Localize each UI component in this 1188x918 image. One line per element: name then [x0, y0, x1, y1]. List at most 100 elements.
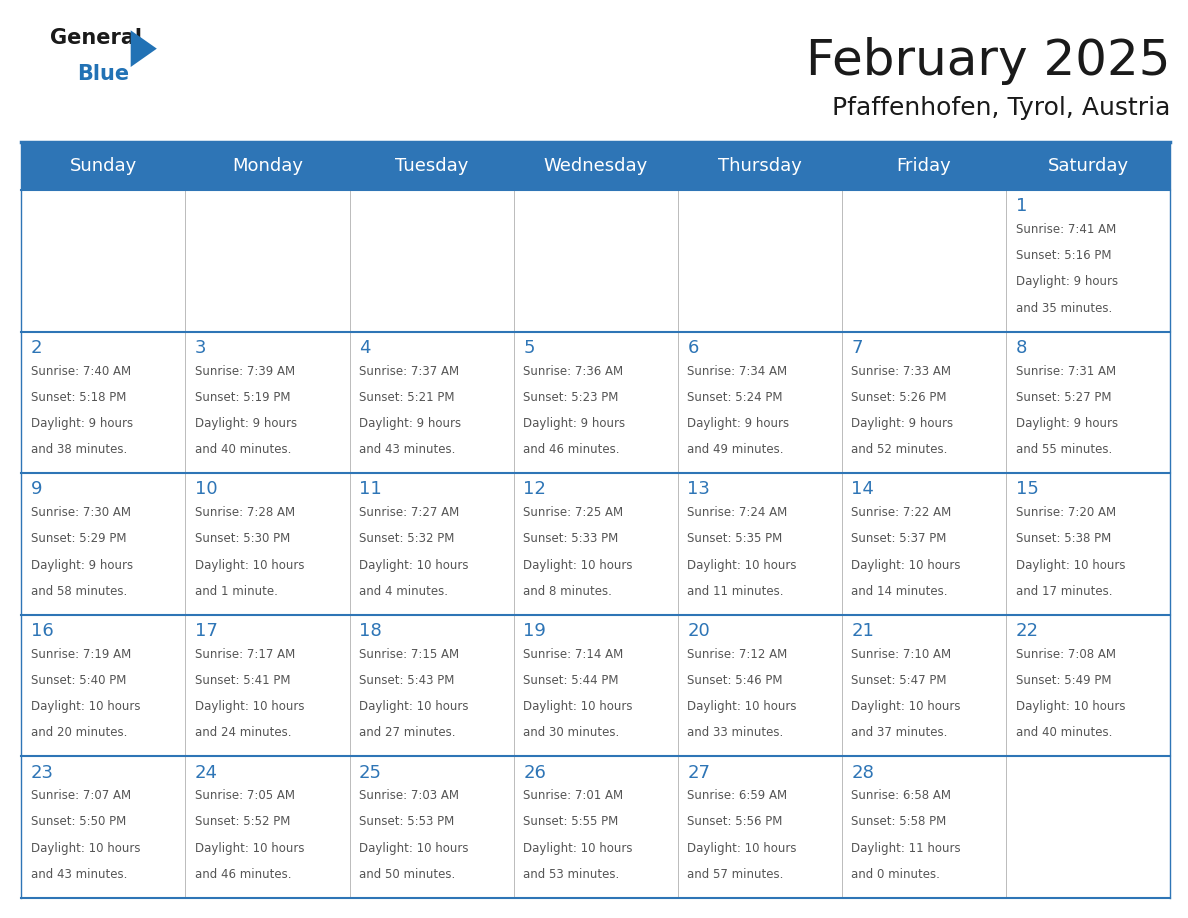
Text: Daylight: 10 hours: Daylight: 10 hours [195, 700, 304, 713]
Text: Sunrise: 7:22 AM: Sunrise: 7:22 AM [852, 506, 952, 520]
Text: Sunset: 5:55 PM: Sunset: 5:55 PM [523, 815, 619, 828]
Text: Sunset: 5:56 PM: Sunset: 5:56 PM [688, 815, 783, 828]
Text: Sunday: Sunday [70, 157, 137, 175]
Text: and 11 minutes.: and 11 minutes. [688, 585, 784, 598]
Polygon shape [131, 30, 157, 67]
Text: and 1 minute.: and 1 minute. [195, 585, 278, 598]
Text: 6: 6 [688, 339, 699, 357]
Text: and 27 minutes.: and 27 minutes. [359, 726, 456, 739]
Text: and 52 minutes.: and 52 minutes. [852, 443, 948, 456]
Text: and 43 minutes.: and 43 minutes. [359, 443, 455, 456]
Text: 10: 10 [195, 480, 217, 498]
Text: 8: 8 [1016, 339, 1026, 357]
Text: Sunrise: 7:28 AM: Sunrise: 7:28 AM [195, 506, 295, 520]
Text: Sunset: 5:35 PM: Sunset: 5:35 PM [688, 532, 783, 545]
Text: Sunset: 5:24 PM: Sunset: 5:24 PM [688, 391, 783, 404]
Bar [21, 190, 1170, 331]
Text: and 14 minutes.: and 14 minutes. [852, 585, 948, 598]
Text: Sunset: 5:18 PM: Sunset: 5:18 PM [31, 391, 126, 404]
Text: Daylight: 10 hours: Daylight: 10 hours [688, 842, 797, 855]
Text: Daylight: 10 hours: Daylight: 10 hours [523, 700, 633, 713]
Text: and 30 minutes.: and 30 minutes. [523, 726, 619, 739]
Text: and 24 minutes.: and 24 minutes. [195, 726, 291, 739]
Text: and 8 minutes.: and 8 minutes. [523, 585, 612, 598]
Text: 11: 11 [359, 480, 381, 498]
Text: Sunset: 5:47 PM: Sunset: 5:47 PM [852, 674, 947, 687]
Text: 22: 22 [1016, 622, 1038, 640]
Text: and 57 minutes.: and 57 minutes. [688, 868, 784, 881]
Text: 21: 21 [852, 622, 874, 640]
Text: Sunrise: 7:39 AM: Sunrise: 7:39 AM [195, 364, 295, 377]
Text: and 55 minutes.: and 55 minutes. [1016, 443, 1112, 456]
Text: 3: 3 [195, 339, 207, 357]
Bar [21, 142, 1170, 190]
Text: Daylight: 10 hours: Daylight: 10 hours [688, 700, 797, 713]
Text: Daylight: 9 hours: Daylight: 9 hours [31, 417, 133, 430]
Text: Sunset: 5:27 PM: Sunset: 5:27 PM [1016, 391, 1111, 404]
Text: Daylight: 9 hours: Daylight: 9 hours [31, 558, 133, 572]
Text: Sunrise: 7:31 AM: Sunrise: 7:31 AM [1016, 364, 1116, 377]
Text: Daylight: 10 hours: Daylight: 10 hours [195, 842, 304, 855]
Text: Sunset: 5:46 PM: Sunset: 5:46 PM [688, 674, 783, 687]
Text: Sunset: 5:37 PM: Sunset: 5:37 PM [852, 532, 947, 545]
Text: Sunrise: 7:10 AM: Sunrise: 7:10 AM [852, 648, 952, 661]
Text: Tuesday: Tuesday [394, 157, 468, 175]
Text: and 33 minutes.: and 33 minutes. [688, 726, 784, 739]
Text: Sunrise: 7:12 AM: Sunrise: 7:12 AM [688, 648, 788, 661]
Text: Daylight: 9 hours: Daylight: 9 hours [523, 417, 625, 430]
Bar [21, 756, 1170, 898]
Text: Sunset: 5:21 PM: Sunset: 5:21 PM [359, 391, 455, 404]
Text: Sunrise: 7:25 AM: Sunrise: 7:25 AM [523, 506, 624, 520]
Bar [21, 473, 1170, 615]
Text: 4: 4 [359, 339, 371, 357]
Text: Daylight: 9 hours: Daylight: 9 hours [195, 417, 297, 430]
Text: Daylight: 9 hours: Daylight: 9 hours [688, 417, 790, 430]
Text: Sunrise: 7:08 AM: Sunrise: 7:08 AM [1016, 648, 1116, 661]
Text: Sunrise: 7:41 AM: Sunrise: 7:41 AM [1016, 223, 1116, 236]
Text: Daylight: 10 hours: Daylight: 10 hours [852, 700, 961, 713]
Text: Sunrise: 7:07 AM: Sunrise: 7:07 AM [31, 789, 131, 802]
Text: and 37 minutes.: and 37 minutes. [852, 726, 948, 739]
Text: Sunrise: 6:59 AM: Sunrise: 6:59 AM [688, 789, 788, 802]
Text: and 49 minutes.: and 49 minutes. [688, 443, 784, 456]
Text: Sunrise: 7:05 AM: Sunrise: 7:05 AM [195, 789, 295, 802]
Text: Sunrise: 7:01 AM: Sunrise: 7:01 AM [523, 789, 624, 802]
Text: and 43 minutes.: and 43 minutes. [31, 868, 127, 881]
Text: Sunset: 5:33 PM: Sunset: 5:33 PM [523, 532, 619, 545]
Bar [21, 331, 1170, 473]
Text: 20: 20 [688, 622, 710, 640]
Text: and 20 minutes.: and 20 minutes. [31, 726, 127, 739]
Text: Sunset: 5:53 PM: Sunset: 5:53 PM [359, 815, 454, 828]
Text: Daylight: 10 hours: Daylight: 10 hours [1016, 558, 1125, 572]
Text: Daylight: 10 hours: Daylight: 10 hours [195, 558, 304, 572]
Text: Sunrise: 7:34 AM: Sunrise: 7:34 AM [688, 364, 788, 377]
Text: Sunset: 5:44 PM: Sunset: 5:44 PM [523, 674, 619, 687]
Text: February 2025: February 2025 [805, 37, 1170, 84]
Text: Daylight: 10 hours: Daylight: 10 hours [31, 700, 140, 713]
Text: Sunset: 5:52 PM: Sunset: 5:52 PM [195, 815, 290, 828]
Text: Daylight: 10 hours: Daylight: 10 hours [1016, 700, 1125, 713]
Text: Thursday: Thursday [718, 157, 802, 175]
Text: Sunset: 5:40 PM: Sunset: 5:40 PM [31, 674, 126, 687]
Text: Sunset: 5:49 PM: Sunset: 5:49 PM [1016, 674, 1111, 687]
Text: Sunrise: 7:19 AM: Sunrise: 7:19 AM [31, 648, 131, 661]
Text: and 50 minutes.: and 50 minutes. [359, 868, 455, 881]
Text: Sunrise: 7:33 AM: Sunrise: 7:33 AM [852, 364, 952, 377]
Text: Daylight: 9 hours: Daylight: 9 hours [852, 417, 954, 430]
Text: Sunset: 5:43 PM: Sunset: 5:43 PM [359, 674, 455, 687]
Text: 24: 24 [195, 764, 219, 781]
Text: Sunrise: 7:14 AM: Sunrise: 7:14 AM [523, 648, 624, 661]
Text: Daylight: 10 hours: Daylight: 10 hours [359, 558, 468, 572]
Text: 16: 16 [31, 622, 53, 640]
Text: and 40 minutes.: and 40 minutes. [195, 443, 291, 456]
Text: and 0 minutes.: and 0 minutes. [852, 868, 941, 881]
Text: 23: 23 [31, 764, 53, 781]
Text: 19: 19 [523, 622, 546, 640]
Text: 7: 7 [852, 339, 862, 357]
Text: Sunrise: 7:36 AM: Sunrise: 7:36 AM [523, 364, 624, 377]
Text: 12: 12 [523, 480, 546, 498]
Text: Sunrise: 7:17 AM: Sunrise: 7:17 AM [195, 648, 296, 661]
Text: 17: 17 [195, 622, 217, 640]
Text: and 40 minutes.: and 40 minutes. [1016, 726, 1112, 739]
Text: 2: 2 [31, 339, 43, 357]
